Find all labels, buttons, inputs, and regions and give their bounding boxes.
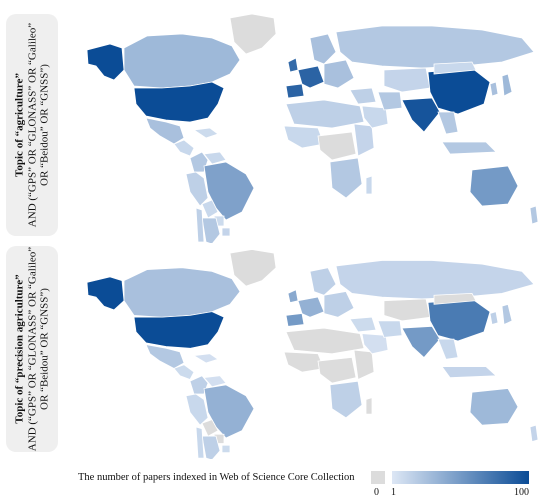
country-canada xyxy=(123,33,241,89)
query-line-2: OR “Beidou” OR “GNSS”) xyxy=(38,64,51,186)
country-caribbean xyxy=(192,353,219,364)
country-west-africa xyxy=(283,125,325,149)
country-east-africa xyxy=(353,123,375,157)
legend-zero-swatch xyxy=(371,471,385,484)
country-india xyxy=(401,97,441,133)
country-arabia xyxy=(361,105,389,129)
country-australia xyxy=(469,388,519,426)
country-japan xyxy=(501,303,513,326)
country-uk xyxy=(287,57,299,73)
country-argentina xyxy=(201,217,221,243)
country-venezuela xyxy=(203,375,227,388)
country-russia xyxy=(335,260,535,300)
map-panel-precision-agriculture: Topic of “precision agriculture” AND (“G… xyxy=(0,244,550,459)
legend-tick-max: 100 xyxy=(514,487,529,498)
country-chile xyxy=(195,207,205,243)
country-scandinavia xyxy=(309,267,337,296)
country-middle-east xyxy=(349,316,377,333)
country-bolivia xyxy=(201,419,219,437)
country-southern-africa xyxy=(329,380,363,419)
country-argentina xyxy=(201,435,221,459)
country-central-asia xyxy=(383,67,431,93)
country-greenland xyxy=(229,13,277,55)
legend: The number of papers indexed in Web of S… xyxy=(0,460,550,500)
country-ecuador-peru xyxy=(185,171,209,207)
country-china xyxy=(427,298,491,342)
country-greenland xyxy=(229,249,277,287)
country-east-africa xyxy=(353,349,375,380)
country-central-africa xyxy=(317,357,357,384)
legend-color-ramp xyxy=(392,471,529,484)
country-mexico xyxy=(145,344,185,369)
world-map xyxy=(86,249,539,459)
country-mongolia xyxy=(433,293,477,305)
country-iberia xyxy=(285,313,305,327)
country-scandinavia xyxy=(309,33,337,65)
query-line-2: OR “Beidou” OR “GNSS”) xyxy=(38,288,51,410)
country-caribbean xyxy=(192,127,219,139)
country-western-europe xyxy=(297,65,325,89)
country-chile xyxy=(195,426,205,459)
country-madagascar xyxy=(365,397,373,415)
country-russia xyxy=(335,25,535,69)
country-uk xyxy=(287,289,299,304)
country-central-america xyxy=(173,364,195,380)
country-western-europe xyxy=(297,296,325,318)
country-china xyxy=(427,67,491,115)
country-southern-africa xyxy=(329,157,363,199)
map-panel-agriculture: Topic of “agriculture” AND (“GPS” OR “GL… xyxy=(0,8,550,243)
country-north-africa xyxy=(285,99,365,129)
country-new-zealand xyxy=(529,424,539,443)
country-north-africa xyxy=(285,327,365,355)
query-line-1: AND (“GPS” OR “GLONASS” OR “Galileo” xyxy=(25,246,38,452)
country-se-asia xyxy=(437,111,459,135)
country-iberia xyxy=(285,83,305,99)
country-iran xyxy=(377,91,403,111)
country-se-asia xyxy=(437,338,459,360)
country-indonesia xyxy=(441,366,497,378)
country-korea xyxy=(489,311,499,325)
country-central-america xyxy=(173,139,195,157)
country-mexico xyxy=(145,117,185,145)
country-central-africa xyxy=(317,131,357,161)
side-label-text: Topic of “agriculture” AND (“GPS” OR “GL… xyxy=(13,23,51,227)
country-venezuela xyxy=(203,151,227,165)
country-alaska xyxy=(86,43,125,81)
legend-tick-zero: 0 xyxy=(374,487,379,498)
country-new-zealand xyxy=(529,205,539,225)
country-uruguay xyxy=(221,444,231,453)
side-label-box: Topic of “precision agriculture” AND (“G… xyxy=(6,246,58,452)
country-usa xyxy=(133,81,225,123)
country-madagascar xyxy=(365,175,373,195)
country-india xyxy=(401,325,441,358)
country-ecuador-peru xyxy=(185,393,209,426)
country-arabia xyxy=(361,333,389,355)
country-mongolia xyxy=(433,61,477,75)
country-uruguay xyxy=(221,227,231,237)
country-bolivia xyxy=(201,199,219,219)
query-line-1: AND (“GPS” OR “GLONASS” OR “Galileo” xyxy=(25,22,38,228)
country-central-asia xyxy=(383,298,431,322)
world-map xyxy=(86,13,539,243)
country-japan xyxy=(501,73,513,97)
side-label-text: Topic of “precision agriculture” AND (“G… xyxy=(13,247,51,451)
country-middle-east xyxy=(349,87,377,105)
topic-line: Topic of “precision agriculture” xyxy=(13,274,26,424)
legend-caption: The number of papers indexed in Web of S… xyxy=(78,472,355,483)
country-iran xyxy=(377,320,403,338)
legend-tick-one: 1 xyxy=(391,487,396,498)
country-indonesia xyxy=(441,141,497,155)
country-west-africa xyxy=(283,351,325,373)
country-eastern-europe xyxy=(323,291,355,318)
side-label-box: Topic of “agriculture” AND (“GPS” OR “GL… xyxy=(6,14,58,236)
country-canada xyxy=(123,267,241,318)
country-eastern-europe xyxy=(323,59,355,89)
country-usa xyxy=(133,311,225,349)
country-australia xyxy=(469,165,519,207)
country-alaska xyxy=(86,276,125,311)
topic-line: Topic of “agriculture” xyxy=(13,73,26,177)
country-brazil xyxy=(203,384,255,439)
country-brazil xyxy=(203,161,255,221)
country-korea xyxy=(489,81,499,97)
